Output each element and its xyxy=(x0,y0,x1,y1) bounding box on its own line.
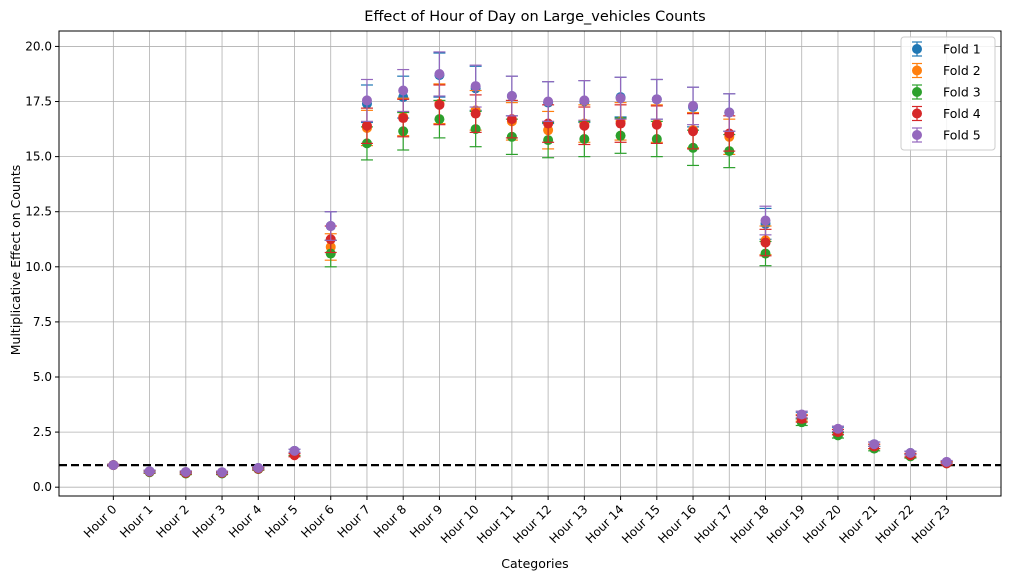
legend-item: Fold 3 xyxy=(912,84,981,100)
x-axis-label: Categories xyxy=(501,556,568,571)
legend-marker xyxy=(912,44,922,54)
x-tick-label: Hour 0 xyxy=(81,502,119,540)
y-tick-label: 2.5 xyxy=(33,425,52,439)
data-point xyxy=(289,445,300,456)
data-point xyxy=(941,456,952,467)
data-point xyxy=(325,221,336,232)
data-point xyxy=(180,466,191,477)
grid xyxy=(59,31,1001,496)
data-point xyxy=(579,120,590,131)
data-point xyxy=(108,460,119,471)
data-point xyxy=(325,248,336,259)
x-tick-label: Hour 6 xyxy=(298,502,336,540)
x-tick-label: Hour 15 xyxy=(619,502,663,546)
data-point xyxy=(470,81,481,92)
x-tick-label: Hour 21 xyxy=(836,502,880,546)
y-tick-label: 20.0 xyxy=(25,39,52,53)
data-point xyxy=(615,118,626,129)
x-tick-label: Hour 5 xyxy=(262,502,300,540)
legend-item: Fold 1 xyxy=(912,41,981,57)
x-tick-label: Hour 17 xyxy=(692,502,736,546)
x-tick-label: Hour 18 xyxy=(728,502,772,546)
x-tick-label: Hour 7 xyxy=(335,502,373,540)
y-tick-label: 12.5 xyxy=(25,205,52,219)
data-point xyxy=(217,467,228,478)
x-tick-label: Hour 23 xyxy=(909,502,953,546)
x-tick-label: Hour 1 xyxy=(117,502,155,540)
y-tick-label: 7.5 xyxy=(33,315,52,329)
data-point xyxy=(506,91,517,102)
x-tick-label: Hour 13 xyxy=(547,502,591,546)
y-tick-label: 0.0 xyxy=(33,480,52,494)
data-point xyxy=(651,94,662,105)
data-point xyxy=(434,99,445,110)
y-tick-label: 15.0 xyxy=(25,150,52,164)
legend-box xyxy=(900,36,996,151)
y-tick-label: 5.0 xyxy=(33,370,52,384)
x-tick-label: Hour 8 xyxy=(371,502,409,540)
x-tick-label: Hour 22 xyxy=(873,502,917,546)
data-point xyxy=(724,107,735,118)
data-point xyxy=(796,409,807,420)
data-point xyxy=(434,68,445,79)
legend-marker xyxy=(912,130,922,140)
x-tick-label: Hour 10 xyxy=(438,502,482,546)
data-point xyxy=(253,463,264,474)
data-point xyxy=(869,439,880,450)
legend-label: Fold 3 xyxy=(943,85,981,100)
series-fold-5 xyxy=(107,51,953,478)
legend-marker xyxy=(912,65,922,76)
x-tick-label: Hour 14 xyxy=(583,502,627,546)
data-point xyxy=(144,466,155,477)
y-tick-label: 17.5 xyxy=(25,95,52,109)
legend-marker xyxy=(912,108,922,119)
x-tick-label: Hour 2 xyxy=(153,502,191,540)
legend-marker xyxy=(912,87,922,97)
legend-label: Fold 1 xyxy=(943,42,981,57)
series-fold-2 xyxy=(107,83,953,479)
x-tick-label: Hour 12 xyxy=(510,502,554,546)
x-tick-label: Hour 4 xyxy=(226,502,264,540)
data-point xyxy=(506,114,517,125)
legend-item: Fold 2 xyxy=(912,62,981,79)
data-point xyxy=(398,113,409,124)
series-group xyxy=(107,51,953,479)
data-point xyxy=(615,93,626,104)
y-tick-label: 10.0 xyxy=(25,260,52,274)
chart-title: Effect of Hour of Day on Large_vehicles … xyxy=(364,9,705,25)
data-point xyxy=(760,215,771,226)
y-axis-label: Multiplicative Effect on Counts xyxy=(8,165,23,356)
data-point xyxy=(543,96,554,107)
data-point xyxy=(832,423,843,434)
legend-label: Fold 4 xyxy=(943,106,981,121)
series-fold-4 xyxy=(107,84,953,478)
legend-item: Fold 5 xyxy=(912,127,981,143)
x-tick-label: Hour 11 xyxy=(474,502,518,546)
data-point xyxy=(688,126,699,137)
legend: Fold 1 Fold 2 Fold 3 Fold 4 Fold 5 xyxy=(900,36,996,151)
legend-label: Fold 2 xyxy=(943,63,981,78)
data-point xyxy=(651,119,662,130)
series-fold-3 xyxy=(107,99,953,479)
data-point xyxy=(579,95,590,106)
x-tick-label: Hour 16 xyxy=(655,502,699,546)
legend-label: Fold 5 xyxy=(943,128,981,143)
series-fold-1 xyxy=(107,52,953,478)
data-point xyxy=(470,108,481,119)
data-point xyxy=(760,237,771,248)
x-tick-label: Hour 19 xyxy=(764,502,808,546)
data-point xyxy=(688,100,699,111)
x-tick-label: Hour 3 xyxy=(190,502,228,540)
data-point xyxy=(361,120,372,131)
legend-item: Fold 4 xyxy=(912,105,981,122)
data-point xyxy=(398,85,409,96)
plot-frame xyxy=(58,30,1002,497)
x-tick-label: Hour 20 xyxy=(800,502,844,546)
data-point xyxy=(905,448,916,459)
data-point xyxy=(361,95,372,106)
